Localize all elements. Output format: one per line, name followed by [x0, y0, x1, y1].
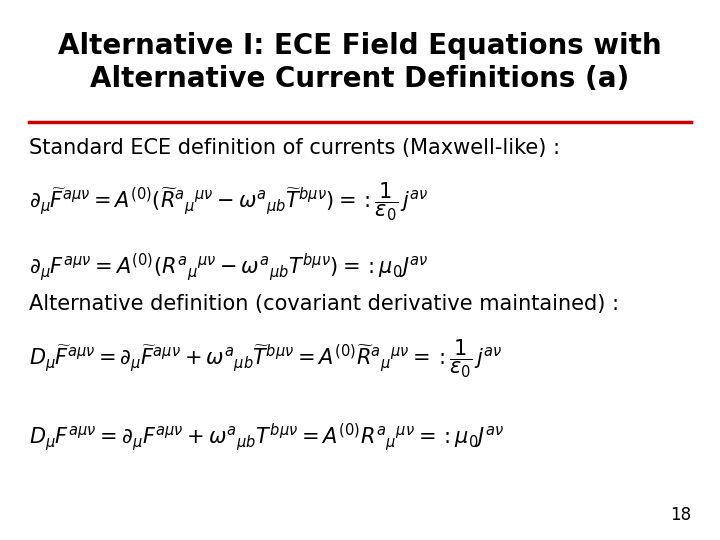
- Text: Alternative I: ECE Field Equations with
Alternative Current Definitions (a): Alternative I: ECE Field Equations with …: [58, 32, 662, 93]
- Text: $\partial_{\mu}\widetilde{F}^{a\mu\nu} = A^{(0)}(\widetilde{R}^{a}{}_{\mu}{}^{\m: $\partial_{\mu}\widetilde{F}^{a\mu\nu} =…: [29, 181, 428, 223]
- Text: Standard ECE definition of currents (Maxwell‑like) :: Standard ECE definition of currents (Max…: [29, 138, 560, 158]
- Text: Alternative definition (covariant derivative maintained) :: Alternative definition (covariant deriva…: [29, 294, 618, 314]
- Text: $D_{\mu}\widetilde{F}^{a\mu\nu} = \partial_{\mu}\widetilde{F}^{a\mu\nu} + \omega: $D_{\mu}\widetilde{F}^{a\mu\nu} = \parti…: [29, 338, 503, 380]
- Text: 18: 18: [670, 506, 691, 524]
- Text: $\partial_{\mu}F^{a\mu\nu} = A^{(0)}(R^{a}{}_{\mu}{}^{\mu\nu} - \omega^{a}{}_{\m: $\partial_{\mu}F^{a\mu\nu} = A^{(0)}(R^{…: [29, 251, 428, 283]
- Text: $D_{\mu}F^{a\mu\nu} = \partial_{\mu}F^{a\mu\nu} + \omega^{a}{}_{\mu b}T^{b\mu\nu: $D_{\mu}F^{a\mu\nu} = \partial_{\mu}F^{a…: [29, 421, 504, 453]
